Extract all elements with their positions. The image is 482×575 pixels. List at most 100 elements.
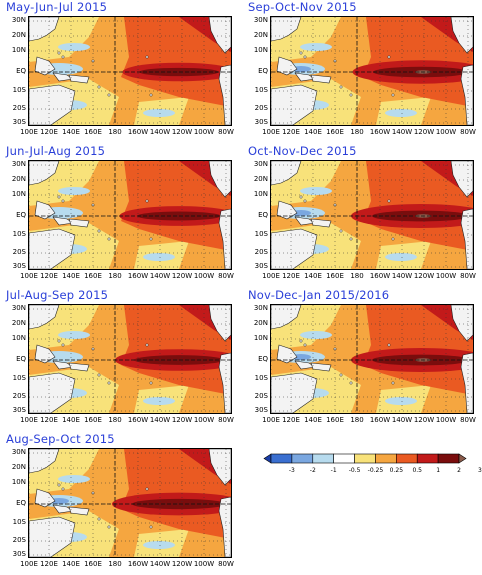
longitude-label: 80W [218, 272, 234, 280]
island [97, 85, 101, 89]
island [299, 339, 303, 343]
island [61, 55, 65, 59]
longitude-label: 140E [62, 272, 80, 280]
latitude-label: 20S [12, 536, 26, 544]
longitude-label: 160W [369, 128, 391, 136]
colorbar-label: -0.5 [348, 467, 361, 474]
longitude-label: 140W [149, 560, 171, 568]
map-canvas [29, 161, 231, 269]
latitude-label: 20N [11, 319, 26, 327]
longitude-label: 100W [193, 272, 215, 280]
latitude-label: 10S [254, 374, 268, 382]
island [303, 343, 307, 347]
land-new-guinea [68, 74, 90, 84]
latitude-label: EQ [16, 211, 26, 219]
island [107, 381, 111, 385]
island [391, 93, 395, 97]
panel-title: Jun-Jul-Aug 2015 [6, 144, 106, 158]
latitude-label: EQ [16, 499, 26, 507]
colorbar-label: 3 [477, 467, 482, 474]
cool-anomaly [143, 397, 175, 405]
land-asia [271, 305, 302, 330]
island [349, 381, 353, 385]
longitude-label: 160E [84, 560, 102, 568]
land-north-america [208, 17, 231, 54]
colorbar-swatch [291, 453, 314, 464]
colorbar-label: 0.5 [412, 467, 422, 474]
longitude-label: 100E [20, 272, 38, 280]
map-panel-1: May-Jun-Jul 2015 30N 20N 10N EQ 10S 20S 30S 100… [0, 0, 240, 143]
land-south-america [218, 64, 231, 125]
colorbar-swatch [333, 453, 355, 464]
longitude-label: 80W [460, 128, 476, 136]
longitude-label: 120W [413, 128, 435, 136]
island [145, 487, 149, 491]
longitude-label: 80W [460, 272, 476, 280]
island [97, 229, 101, 233]
latitude-label: 30S [12, 262, 26, 270]
latitude-label: EQ [258, 355, 268, 363]
island [149, 237, 153, 241]
island [349, 237, 353, 241]
land-new-guinea [68, 362, 90, 372]
cool-anomaly [385, 109, 417, 117]
longitude-label: 160E [326, 416, 344, 424]
island [145, 55, 149, 59]
island [391, 381, 395, 385]
colorbar-swatch [437, 453, 460, 464]
longitude-label: 100W [193, 560, 215, 568]
colorbar-label: 2 [457, 467, 461, 474]
land-south-america [218, 208, 231, 269]
colorbar-label: -3 [288, 467, 295, 474]
map-panel-3: Jun-Jul-Aug 2015 30N 20N 10N EQ 10S 20S 30S 100… [0, 144, 240, 287]
longitude-label: 180 [350, 416, 364, 424]
island [299, 51, 303, 55]
longitude-label: 180 [108, 272, 122, 280]
map-canvas [271, 305, 473, 413]
longitude-label: 100W [435, 128, 457, 136]
map-panel-2: Sep-Oct-Nov 2015 30N 20N 10N EQ 10S 20S 30S 100… [242, 0, 482, 143]
longitude-label: 120E [282, 416, 300, 424]
island [387, 343, 391, 347]
land-south-america [460, 208, 473, 269]
longitude-label: 160E [326, 128, 344, 136]
island [349, 93, 353, 97]
land-north-america [450, 17, 473, 54]
sst-anomaly-map [28, 304, 232, 414]
island [145, 199, 149, 203]
land-new-guinea [68, 506, 90, 516]
latitude-label: 10S [254, 86, 268, 94]
longitude-label: 180 [350, 272, 364, 280]
longitude-label: 160E [84, 272, 102, 280]
latitude-label: 10N [253, 190, 268, 198]
longitude-label: 100W [435, 416, 457, 424]
longitude-label: 100E [262, 272, 280, 280]
land-australia [271, 372, 318, 413]
land-south-america [218, 352, 231, 413]
island [339, 373, 343, 377]
latitude-label: EQ [258, 211, 268, 219]
land-south-america [460, 352, 473, 413]
island [149, 93, 153, 97]
land-asia [29, 305, 60, 330]
longitude-label: 120W [171, 560, 193, 568]
latitude-label: 30S [12, 550, 26, 558]
longitude-label: 160W [127, 416, 149, 424]
sst-anomaly-map [28, 448, 232, 558]
cool-anomaly [143, 109, 175, 117]
land-australia [29, 372, 76, 413]
cool-anomaly [58, 187, 90, 195]
cool-anomaly [58, 43, 90, 51]
sst-anomaly-map [270, 16, 474, 126]
longitude-label: 100W [193, 128, 215, 136]
land-north-america [208, 449, 231, 486]
longitude-label: 120E [40, 416, 58, 424]
latitude-label: 10N [11, 478, 26, 486]
latitude-label: 10S [12, 230, 26, 238]
longitude-label: 140E [62, 128, 80, 136]
cool-anomaly [300, 187, 332, 195]
longitude-label: 160W [127, 560, 149, 568]
longitude-label: 100E [20, 560, 38, 568]
latitude-label: 30N [253, 160, 268, 168]
longitude-label: 180 [108, 128, 122, 136]
